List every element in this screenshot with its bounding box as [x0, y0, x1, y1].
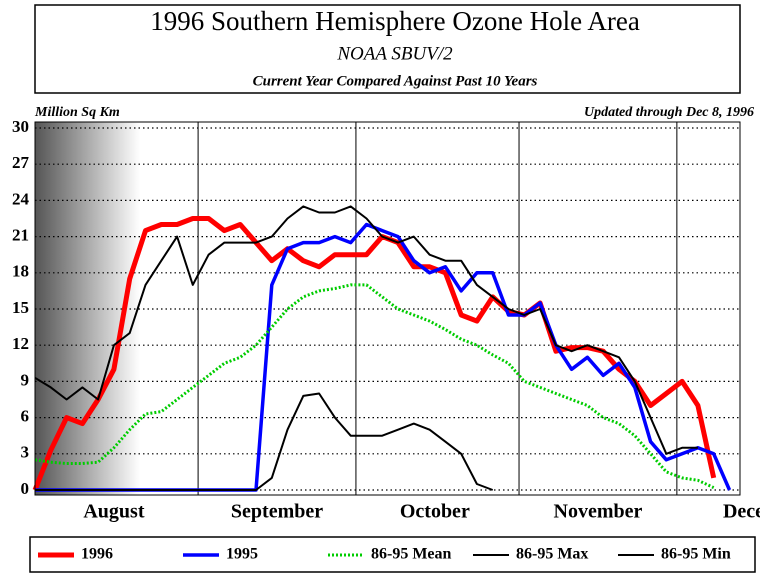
- legend-label: 86-95 Mean: [371, 546, 452, 563]
- legend-label: 86-95 Min: [661, 546, 731, 563]
- y-axis-label: Million Sq Km: [34, 105, 120, 120]
- series-line: [34, 205, 698, 455]
- title-box: [34, 4, 741, 94]
- plot-frame: [34, 121, 741, 496]
- x-tick-label: October: [400, 501, 470, 523]
- legend-label: 1996: [81, 546, 113, 563]
- legend-label: 86-95 Max: [516, 546, 588, 563]
- y-tick-label: 18: [12, 262, 29, 281]
- series-line: [34, 283, 715, 489]
- chart-subtitle2: Current Year Compared Against Past 10 Ye…: [253, 73, 538, 89]
- y-tick-label: 15: [12, 298, 29, 317]
- y-tick-label: 30: [12, 117, 29, 136]
- x-tick-label: November: [554, 501, 643, 523]
- x-tick-label: December: [723, 501, 760, 523]
- annotation: Updated through Dec 8, 1996: [584, 105, 754, 120]
- y-tick-label: 9: [21, 370, 30, 389]
- chart-subtitle: NOAA SBUV/2: [336, 43, 453, 64]
- y-tick-label: 21: [12, 226, 29, 245]
- chart-title: 1996 Southern Hemisphere Ozone Hole Area: [150, 6, 640, 36]
- y-tick-label: 24: [12, 189, 30, 208]
- series-line: [35, 392, 494, 491]
- legend-label: 1995: [226, 546, 258, 563]
- y-tick-label: 3: [21, 443, 30, 462]
- x-tick-label: September: [231, 501, 323, 523]
- legend-box: [29, 536, 756, 573]
- y-tick-label: 12: [12, 334, 29, 353]
- y-tick-label: 6: [21, 407, 30, 426]
- y-tick-label: 0: [21, 479, 30, 498]
- y-tick-label: 27: [12, 153, 30, 172]
- x-tick-label: August: [83, 501, 144, 523]
